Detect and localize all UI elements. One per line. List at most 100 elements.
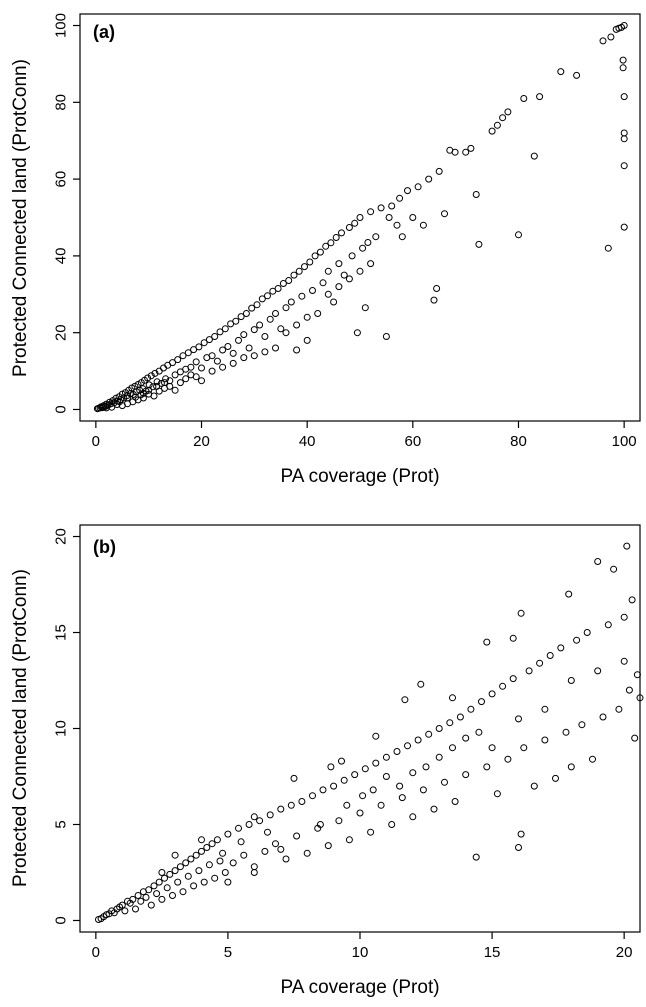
data-point (573, 636, 581, 644)
data-point (195, 867, 203, 875)
data-point (219, 346, 227, 354)
data-point (192, 373, 200, 381)
data-point (335, 260, 343, 268)
data-point (179, 352, 187, 360)
data-point (388, 202, 396, 210)
data-point (433, 285, 441, 292)
data-point (435, 725, 443, 732)
y-tick-label: 40 (53, 248, 70, 265)
data-point (171, 851, 179, 859)
data-point (343, 801, 351, 809)
data-point (137, 897, 145, 905)
data-point (504, 755, 512, 763)
data-point (147, 901, 155, 909)
data-point (190, 882, 198, 890)
data-point (221, 869, 229, 876)
data-point (229, 349, 237, 357)
data-point (174, 878, 182, 886)
data-point (536, 659, 544, 667)
data-point (451, 148, 459, 156)
data-point (277, 805, 285, 813)
data-point (620, 657, 628, 665)
data-point (132, 905, 139, 913)
data-point (205, 336, 213, 344)
data-point (245, 821, 253, 828)
x-tick-label: 0 (92, 433, 100, 450)
data-point (134, 892, 142, 899)
data-point (153, 890, 161, 898)
data-point (232, 317, 240, 325)
x-axis-title-b: PA coverage (Prot) (280, 977, 439, 998)
data-point (293, 346, 301, 354)
data-point (515, 715, 522, 723)
data-point (158, 895, 166, 903)
data-point (198, 377, 205, 385)
panel-label-a: (a) (93, 22, 115, 42)
data-point (182, 375, 190, 383)
data-point (208, 367, 216, 375)
data-point (184, 349, 192, 357)
data-point (456, 713, 464, 721)
data-point (200, 339, 208, 347)
data-point (290, 271, 298, 279)
data-point (272, 344, 279, 352)
data-point (472, 191, 480, 198)
data-point (377, 801, 385, 809)
data-point (567, 763, 575, 771)
data-point (261, 348, 269, 356)
y-axis-title-a: Protected Connected land (ProtConn) (10, 59, 31, 377)
data-point (396, 782, 404, 790)
data-point (493, 121, 501, 129)
data-point (620, 162, 628, 170)
data-point (176, 368, 184, 376)
data-point (319, 279, 327, 287)
data-point (287, 801, 295, 809)
data-point (182, 859, 190, 867)
data-point (398, 233, 406, 241)
data-point (398, 794, 406, 802)
x-tick-label: 60 (404, 433, 421, 450)
data-point (620, 223, 628, 231)
data-point (385, 214, 393, 221)
data-point (256, 817, 264, 825)
data-point (264, 828, 271, 836)
data-point (213, 357, 221, 365)
data-point (269, 287, 277, 295)
data-point (509, 675, 517, 683)
x-tick-label: 5 (224, 944, 232, 961)
data-point (367, 260, 375, 268)
data-point (158, 869, 166, 876)
data-point (124, 394, 131, 402)
points-b (95, 542, 644, 923)
data-point (100, 403, 108, 411)
data-point (430, 805, 438, 813)
data-point (623, 542, 631, 550)
data-point (367, 208, 375, 216)
data-point (108, 403, 116, 411)
data-point (620, 93, 628, 101)
data-point (401, 696, 409, 704)
data-point (356, 267, 364, 275)
data-point (361, 765, 369, 773)
data-point (293, 832, 301, 840)
y-tick-label: 10 (53, 720, 70, 737)
data-point (144, 374, 152, 382)
data-point (250, 326, 258, 334)
data-point (517, 609, 525, 617)
data-point (441, 210, 448, 218)
data-point (272, 310, 279, 317)
data-point (359, 244, 367, 252)
data-point (187, 363, 195, 371)
data-point (208, 352, 216, 360)
data-point (530, 152, 538, 160)
points-a (93, 22, 628, 413)
data-point (425, 730, 433, 738)
data-point (324, 842, 332, 850)
data-point (382, 333, 390, 340)
data-point (578, 721, 586, 729)
data-point (372, 759, 380, 767)
data-point (149, 383, 157, 391)
data-point (240, 851, 248, 859)
data-point (414, 736, 422, 744)
data-point (472, 853, 480, 861)
